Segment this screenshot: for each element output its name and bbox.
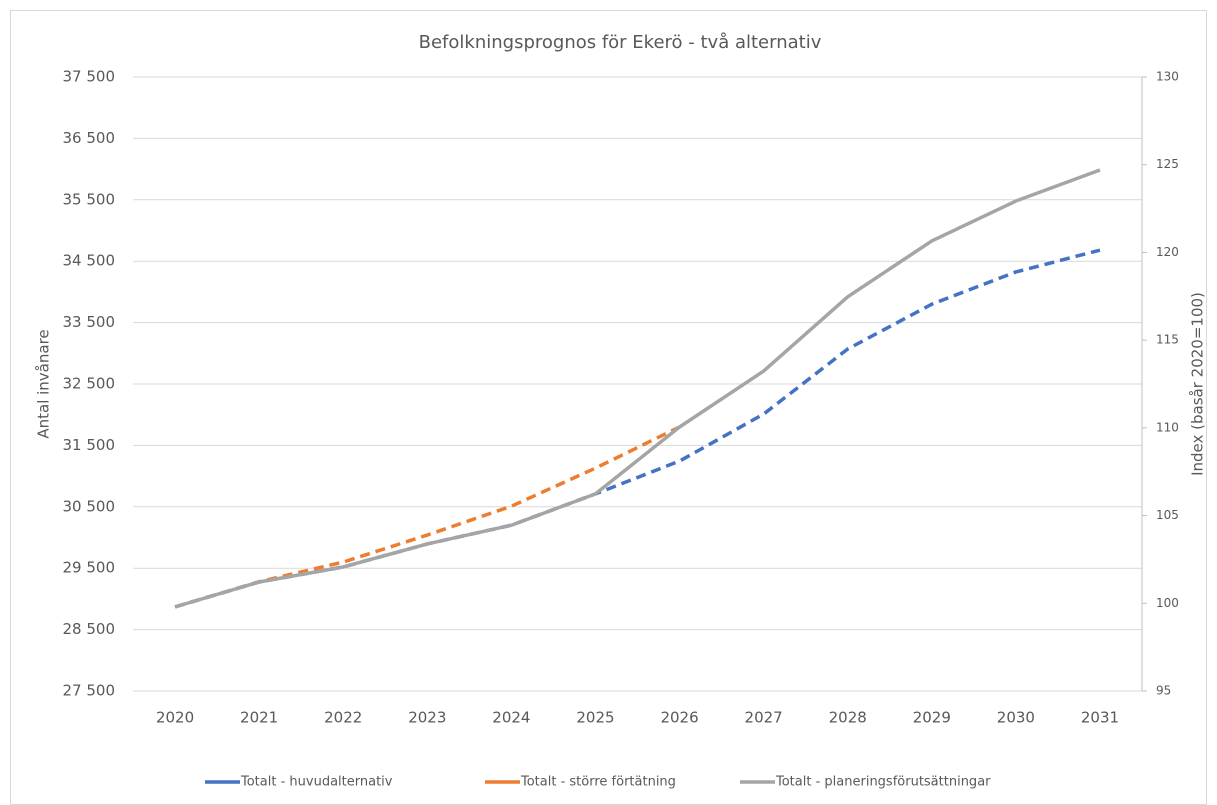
y2-tick-label: 95 xyxy=(1156,684,1171,698)
x-tick-label: 2030 xyxy=(997,709,1035,727)
y2-tick-label: 110 xyxy=(1156,420,1179,434)
y-tick-label: 29 500 xyxy=(63,559,116,577)
y-tick-label: 36 500 xyxy=(63,129,116,147)
x-tick-label: 2022 xyxy=(324,709,362,727)
x-tick-label: 2026 xyxy=(660,709,698,727)
y-tick-label: 27 500 xyxy=(63,682,116,700)
chart-title: Befolkningsprognos för Ekerö - två alter… xyxy=(419,32,822,53)
chart-border xyxy=(10,10,1207,805)
x-tick-label: 2027 xyxy=(745,709,783,727)
y-tick-label: 33 500 xyxy=(63,313,116,331)
legend-label: Totalt - större förtätning xyxy=(520,775,676,790)
y-tick-label: 34 500 xyxy=(63,252,116,270)
y2-axis-label: Index (basår 2020=100) xyxy=(1189,292,1207,476)
x-tick-label: 2023 xyxy=(408,709,446,727)
y-tick-label: 28 500 xyxy=(63,620,116,638)
y2-tick-label: 125 xyxy=(1156,157,1179,171)
x-tick-label: 2020 xyxy=(156,709,194,727)
x-tick-label: 2025 xyxy=(576,709,614,727)
y2-tick-label: 100 xyxy=(1156,596,1179,610)
y2-tick-label: 120 xyxy=(1156,245,1179,259)
x-tick-label: 2031 xyxy=(1081,709,1119,727)
y2-tick-label: 105 xyxy=(1156,508,1179,522)
x-tick-label: 2029 xyxy=(913,709,951,727)
y2-tick-label: 115 xyxy=(1156,333,1179,347)
series-line xyxy=(174,248,1101,609)
y2-tick-label: 130 xyxy=(1156,70,1179,84)
x-tick-label: 2024 xyxy=(492,709,530,727)
series-line xyxy=(174,168,1101,609)
y-tick-label: 35 500 xyxy=(63,190,116,208)
y-axis-label: Antal invånare xyxy=(35,329,53,438)
y-tick-label: 37 500 xyxy=(63,68,116,86)
x-tick-label: 2021 xyxy=(240,709,278,727)
y-tick-label: 31 500 xyxy=(63,436,116,454)
legend-label: Totalt - huvudalternativ xyxy=(240,775,393,790)
y-tick-label: 32 500 xyxy=(63,375,116,393)
y-tick-label: 30 500 xyxy=(63,497,116,515)
legend-label: Totalt - planeringsförutsättningar xyxy=(775,775,991,790)
x-tick-label: 2028 xyxy=(829,709,867,727)
